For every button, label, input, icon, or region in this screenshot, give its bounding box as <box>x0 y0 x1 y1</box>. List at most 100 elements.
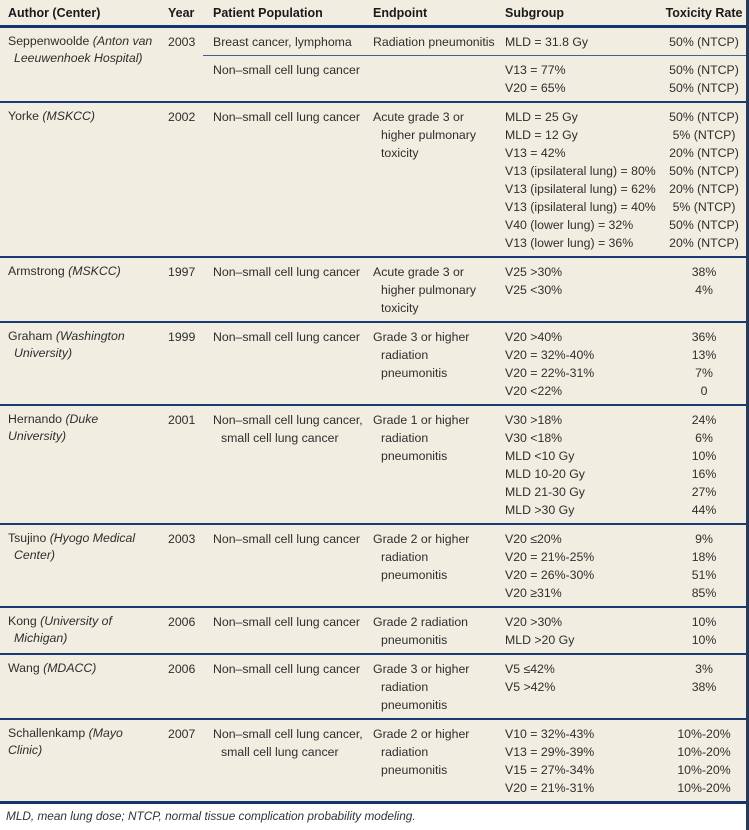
endpoint-line: radiation <box>381 348 429 362</box>
endpoint-line: toxicity <box>381 146 419 160</box>
population-line: Non–small cell lung cancer <box>213 330 360 344</box>
subgroup-line: V20 = 21%-31% <box>505 781 595 795</box>
endpoint-line: Grade 3 or higher <box>373 330 470 344</box>
study-subrow: Non–small cell lung cancer V13 = 77% V20 =… <box>0 56 749 103</box>
toxicity-line: 10%-20% <box>677 781 731 795</box>
subgroup-line: V5 ≤42% <box>505 662 555 676</box>
subgroup-line: MLD 10-20 Gy <box>505 467 585 481</box>
population-cell: Non–small cell lung cancer <box>203 523 366 607</box>
population-line: Non–small cell lung cancer <box>213 110 360 124</box>
toxicity-line: 38% <box>691 265 717 279</box>
author-line: Center) <box>8 547 156 564</box>
study-row: Hernando (Duke University) 2001 Non–small … <box>0 404 749 524</box>
toxicity-cell: 38% 4% <box>661 256 749 322</box>
subgroup-cell: V20 ≤20% V20 = 21%-25% V20 = 26%-30% V20 ≥3… <box>499 523 661 607</box>
endpoint-line: radiation <box>381 431 429 445</box>
endpoint-line: Grade 2 or higher <box>373 532 470 546</box>
table-header-row: Author (Center) Year Patient Population … <box>0 0 749 28</box>
author-center: (MDACC) <box>43 661 97 675</box>
endpoint-cell <box>366 56 499 103</box>
endpoint-cell: Acute grade 3 or higher pulmonary toxicity <box>366 101 499 257</box>
toxicity-line: 38% <box>691 680 717 694</box>
subgroup-line: MLD >20 Gy <box>505 633 575 647</box>
endpoint-line: radiation <box>381 550 429 564</box>
toxicity-cell: 9% 18% 51% 85% <box>661 523 749 607</box>
author-line: Schallenkamp (Mayo Clinic) <box>8 725 156 758</box>
header-subgroup: Subgroup <box>499 0 661 28</box>
endpoint-line: toxicity <box>381 301 419 315</box>
endpoint-line: radiation <box>381 680 429 694</box>
endpoint-cell: Grade 3 or higher radiation pneumonitis <box>366 653 499 719</box>
toxicity-line: 20% (NTCP) <box>669 182 739 196</box>
author-cell: Wang (MDACC) <box>0 653 158 719</box>
header-endpoint: Endpoint <box>366 0 499 28</box>
endpoint-line: pneumonitis <box>381 568 448 582</box>
year-cell: 2003 <box>158 25 203 102</box>
study-row: Graham (Washington University) 1999 Non–sma… <box>0 321 749 405</box>
toxicity-line: 20% (NTCP) <box>669 236 739 250</box>
population-cell: Non–small cell lung cancer <box>203 606 366 654</box>
subgroup-line: V20 <22% <box>505 384 563 398</box>
endpoint-cell: Grade 1 or higher radiation pneumonitis <box>366 404 499 524</box>
toxicity-line: 7% <box>695 366 713 380</box>
toxicity-line: 13% <box>691 348 717 362</box>
toxicity-line: 4% <box>695 283 713 297</box>
toxicity-cell: 50% (NTCP) 5% (NTCP) 20% (NTCP) 50% (NTCP) 2… <box>661 101 749 257</box>
subgroup-cell: V20 >30% MLD >20 Gy <box>499 606 661 654</box>
toxicity-line: 20% (NTCP) <box>669 146 739 160</box>
subgroup-line: V13 = 42% <box>505 146 566 160</box>
author-line: Graham (Washington <box>8 328 156 345</box>
year-cell: 2001 <box>158 404 203 524</box>
year-cell: 2003 <box>158 523 203 607</box>
author-center: (MSKCC) <box>68 264 121 278</box>
toxicity-line: 44% <box>691 503 717 517</box>
subgroup-cell: V10 = 32%-43% V13 = 29%-39% V15 = 27%-34% V… <box>499 718 661 803</box>
author-cell: Schallenkamp (Mayo Clinic) <box>0 718 158 803</box>
endpoint-line: pneumonitis <box>381 449 448 463</box>
author-center: (Washington <box>55 329 125 343</box>
endpoint-line: Acute grade 3 or <box>373 265 464 279</box>
author-name: Seppenwoolde <box>8 34 93 48</box>
subgroup-line: V13 (ipsilateral lung) = 80% <box>505 164 656 178</box>
population-line: Non–small cell lung cancer, <box>213 727 363 741</box>
study-row: Wang (MDACC) 2006 Non–small cell lung canc… <box>0 653 749 719</box>
table-body: Seppenwoolde (Anton van Leeuwenhoek Hospi… <box>0 25 749 803</box>
toxicity-line: 10%-20% <box>677 745 731 759</box>
population-cell: Breast cancer, lymphoma <box>203 25 366 56</box>
table-footnote: MLD, mean lung dose; NTCP, normal tissue… <box>0 804 749 830</box>
toxicity-cell: 50% (NTCP) 50% (NTCP) <box>661 56 749 103</box>
author-name: Graham <box>8 329 56 343</box>
toxicity-line: 50% (NTCP) <box>669 218 739 232</box>
subgroup-line: V20 = 26%-30% <box>505 568 595 582</box>
author-cell: Yorke (MSKCC) <box>0 101 158 257</box>
subgroup-cell: MLD = 31.8 Gy <box>499 25 661 56</box>
toxicity-line: 10%-20% <box>677 763 731 777</box>
author-cell: Kong (University of Michigan) <box>0 606 158 654</box>
subgroup-cell: V20 >40% V20 = 32%-40% V20 = 22%-31% V20 <2… <box>499 321 661 405</box>
endpoint-line: Acute grade 3 or <box>373 110 464 124</box>
author-line: University) <box>8 345 156 362</box>
endpoint-cell: Acute grade 3 or higher pulmonary toxicity <box>366 256 499 322</box>
study-row: Tsujino (Hyogo Medical Center) 2003 Non–sma… <box>0 523 749 607</box>
endpoint-line: pneumonitis <box>381 366 448 380</box>
endpoint-line: Grade 2 or higher <box>373 727 470 741</box>
endpoint-cell: Grade 3 or higher radiation pneumonitis <box>366 321 499 405</box>
author-center: (Anton van <box>92 34 153 48</box>
subgroup-cell: V13 = 77% V20 = 65% <box>499 56 661 103</box>
author-cell: Graham (Washington University) <box>0 321 158 405</box>
header-year: Year <box>158 0 203 28</box>
endpoint-cell: Grade 2 or higher radiation pneumonitis <box>366 523 499 607</box>
toxicity-cell: 36% 13% 7% 0 <box>661 321 749 405</box>
toxicity-cell: 10%-20% 10%-20% 10%-20% 10%-20% <box>661 718 749 803</box>
subgroup-line: V30 >18% <box>505 413 563 427</box>
author-cell: Hernando (Duke University) <box>0 404 158 524</box>
subgroup-line: V25 <30% <box>505 283 563 297</box>
author-center: Center) <box>14 547 56 562</box>
author-name: Armstrong <box>8 264 69 278</box>
toxicity-line: 16% <box>691 467 717 481</box>
toxicity-line: 10% <box>691 633 717 647</box>
table-header: Author (Center) Year Patient Population … <box>0 0 749 28</box>
author-cell: Seppenwoolde (Anton van Leeuwenhoek Hospi… <box>0 25 158 102</box>
toxicity-cell: 10% 10% <box>661 606 749 654</box>
author-name: Kong <box>8 614 41 628</box>
